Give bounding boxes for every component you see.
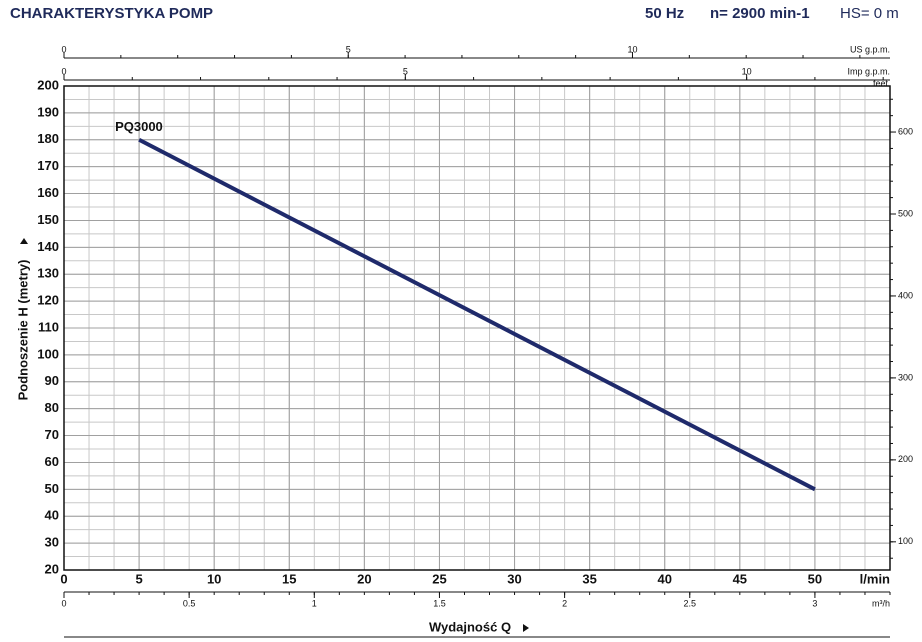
y2-axis-title: feet <box>873 78 889 88</box>
x-tick-label: 5 <box>346 44 351 54</box>
y-axis-title-group: Podnoszenie H (metry) <box>15 238 30 400</box>
y-tick-label: 110 <box>38 319 59 334</box>
y2-tick-label: 500 <box>898 208 913 218</box>
axis-unit: Imp g.p.m. <box>847 66 890 76</box>
y2-tick-label: 200 <box>898 454 913 464</box>
x-tick-label: 0 <box>60 571 67 586</box>
y2-tick-label: 300 <box>898 372 913 382</box>
x-tick-label: 0 <box>61 598 66 608</box>
x-tick-label: 25 <box>432 571 446 586</box>
x-tick-label: 10 <box>742 66 752 76</box>
x-tick-label: 15 <box>282 571 296 586</box>
series-label: PQ3000 <box>115 119 163 134</box>
plot-frame <box>63 85 891 571</box>
subtitle: HS= 0 m <box>840 5 899 22</box>
x-tick-label: 1.5 <box>433 598 446 608</box>
x-tick-label: 10 <box>627 44 637 54</box>
x-tick-label: 3 <box>812 598 817 608</box>
x-tick-label: 20 <box>357 571 371 586</box>
y-tick-label: 20 <box>45 561 59 576</box>
y-axis-title: Podnoszenie H (metry) <box>15 260 30 401</box>
axis-unit: m³/h <box>872 598 890 608</box>
chart-title: CHARAKTERYSTYKA POMP <box>10 5 213 22</box>
y-tick-label: 90 <box>45 373 59 388</box>
x-tick-label: 0.5 <box>183 598 196 608</box>
x-tick-label: 2 <box>562 598 567 608</box>
y-tick-label: 120 <box>37 293 59 308</box>
y-tick-label: 170 <box>37 158 59 173</box>
subtitle: n= 2900 min-1 <box>710 5 810 22</box>
y2-tick-label: 400 <box>898 290 913 300</box>
y-tick-label: 160 <box>37 185 59 200</box>
arrow <box>20 238 28 244</box>
y-tick-label: 140 <box>37 239 59 254</box>
x-tick-label: 10 <box>207 571 221 586</box>
y2-tick-label: 600 <box>898 126 913 136</box>
y-tick-label: 70 <box>45 427 59 442</box>
y-tick-label: 30 <box>45 535 59 550</box>
x-tick-label: 45 <box>733 571 747 586</box>
y-tick-label: 180 <box>37 131 59 146</box>
y-tick-label: 150 <box>37 212 59 227</box>
x-unit: l/min <box>860 571 890 586</box>
y-tick-label: 80 <box>45 400 59 415</box>
series-line <box>138 138 816 492</box>
x-tick-label: 40 <box>657 571 671 586</box>
x-tick-label: 0 <box>61 66 66 76</box>
y-tick-label: 60 <box>45 454 59 469</box>
x-tick-label: 30 <box>507 571 521 586</box>
x-axis-title: Wydajność Q <box>429 619 511 634</box>
x-tick-label: 1 <box>312 598 317 608</box>
y-tick-label: 190 <box>37 104 59 119</box>
x-tick-label: 35 <box>582 571 596 586</box>
y-tick-label: 40 <box>45 508 59 523</box>
y-tick-label: 50 <box>45 481 59 496</box>
y-tick-label: 130 <box>37 266 59 281</box>
y2-tick-label: 100 <box>898 536 913 546</box>
axis-unit: US g.p.m. <box>850 44 890 54</box>
x-tick-label: 0 <box>61 44 66 54</box>
subtitle: 50 Hz <box>645 5 684 22</box>
arrow <box>523 624 529 632</box>
y-tick-label: 100 <box>37 346 59 361</box>
x-tick-label: 50 <box>808 571 822 586</box>
x-tick-label: 5 <box>403 66 408 76</box>
y-tick-label: 200 <box>37 77 59 92</box>
x-tick-label: 5 <box>135 571 142 586</box>
x-tick-label: 2.5 <box>683 598 696 608</box>
